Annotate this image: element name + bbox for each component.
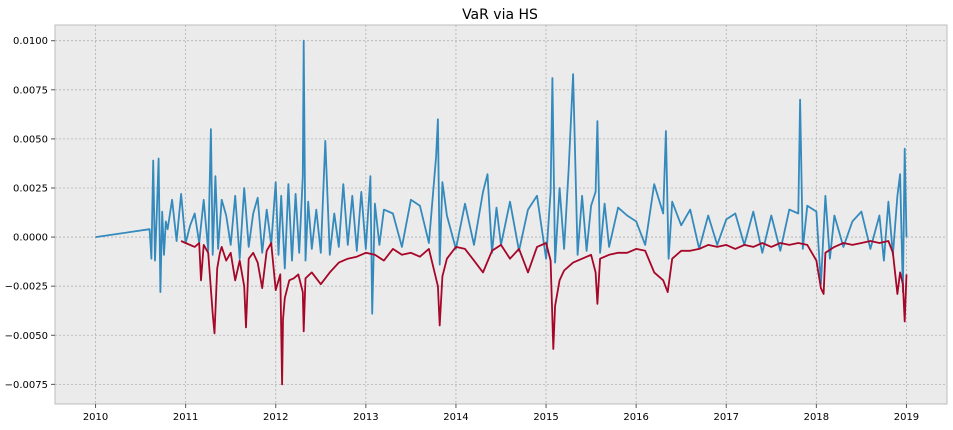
x-tick-label: 2012 [263, 412, 288, 423]
x-tick-label: 2017 [714, 412, 739, 423]
series-lines [95, 39, 908, 386]
y-axis-ticks: 0.0100 0.0075 0.0050 0.0025 0.0000 −0.0025 −0.… [5, 36, 55, 391]
y-tick-label: −0.0050 [5, 331, 48, 342]
x-tick-label: 2014 [443, 412, 468, 423]
series-line-0 [95, 39, 908, 315]
x-tick-label: 2010 [83, 412, 108, 423]
plot-area [54, 24, 948, 405]
x-tick-label: 2011 [173, 412, 198, 423]
series-line-1 [180, 240, 908, 386]
y-tick-label: 0.0050 [13, 134, 48, 145]
y-tick-label: −0.0075 [5, 380, 48, 391]
y-tick-label: 0.0075 [13, 85, 48, 96]
x-tick-label: 2019 [894, 412, 919, 423]
x-tick-label: 2015 [533, 412, 558, 423]
x-tick-label: 2018 [804, 412, 829, 423]
y-tick-label: 0.0025 [13, 183, 48, 194]
chart-title: VaR via HS [462, 7, 538, 23]
y-tick-label: −0.0025 [5, 282, 48, 293]
y-tick-label: 0.0000 [13, 233, 48, 244]
y-tick-label: 0.0100 [13, 36, 48, 47]
x-tick-label: 2016 [623, 412, 648, 423]
x-axis-ticks: 2010 2011 2012 2013 2014 2015 2016 2017 2018 2019 [83, 404, 919, 423]
x-tick-label: 2013 [353, 412, 378, 423]
